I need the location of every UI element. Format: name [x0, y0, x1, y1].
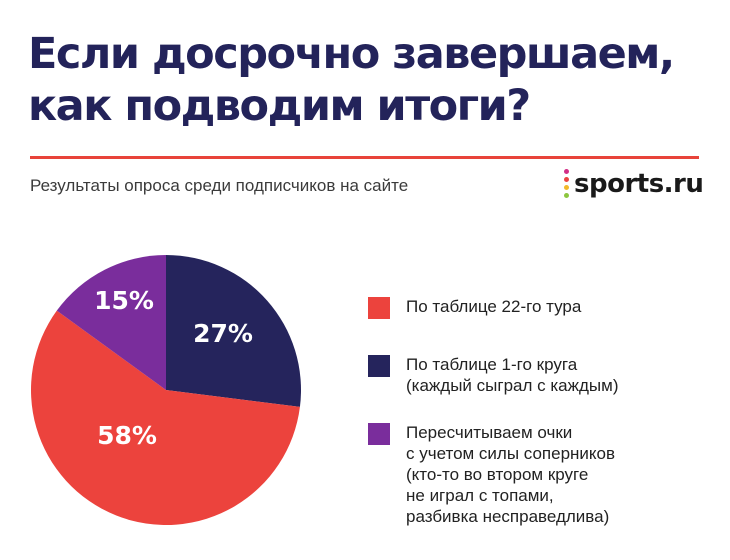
title-line-1: Если досрочно завершаем, [28, 29, 675, 79]
legend-label-2: Пересчитываем очки с учетом силы соперник… [406, 422, 615, 527]
sports-ru-logo: sports.ru [563, 166, 704, 202]
legend-label-line: Пересчитываем очки [406, 423, 573, 442]
legend-swatch-0 [368, 297, 390, 319]
legend-item-0: По таблице 22-го тура [368, 296, 581, 319]
legend-item-2: Пересчитываем очки с учетом силы соперник… [368, 422, 615, 527]
subtitle: Результаты опроса среди подписчиков на с… [30, 176, 409, 195]
legend-label-line: с учетом силы соперников [406, 444, 616, 463]
legend-label-1: По таблице 1-го круга (каждый сыграл с ка… [406, 354, 618, 396]
title-line-2: как подводим итоги? [28, 81, 531, 131]
title-divider [30, 156, 699, 159]
pie-slice-0 [30, 310, 300, 525]
legend-label-line: По таблице 22-го тура [406, 297, 582, 316]
logo-dots-icon [563, 168, 571, 200]
legend-swatch-2 [368, 423, 390, 445]
legend-label-line: По таблице 1-го круга [406, 355, 578, 374]
legend-label-line: (кто-то во втором круге [406, 465, 589, 484]
legend-label-line: не играл с топами, [406, 486, 554, 505]
pie-slice-2 [56, 255, 166, 390]
legend-item-1: По таблице 1-го круга (каждый сыграл с ка… [368, 354, 618, 396]
pie-slice-1 [166, 255, 302, 407]
legend-label-0: По таблице 22-го тура [406, 296, 581, 317]
page-title: Если досрочно завершаем, как подводим ит… [28, 28, 708, 132]
legend-label-line: (каждый сыграл с каждым) [406, 376, 619, 395]
pie-value-label-1: 27% [193, 319, 253, 348]
pie-value-label-2: 15% [94, 286, 154, 315]
legend-swatch-1 [368, 355, 390, 377]
pie-value-label-0: 58% [97, 421, 157, 450]
legend-label-line: разбивка несправедлива) [406, 507, 610, 526]
logo-text: sports.ru [574, 169, 704, 199]
